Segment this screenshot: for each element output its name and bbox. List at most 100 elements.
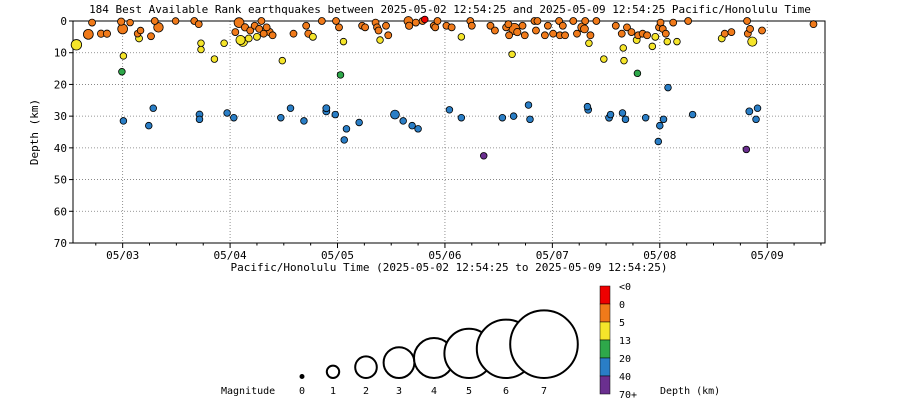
earthquake-point bbox=[197, 45, 205, 54]
earthquake-point bbox=[573, 29, 581, 38]
magnitude-legend-circle bbox=[325, 364, 341, 379]
earthquake-point bbox=[581, 17, 590, 25]
earthquake-point bbox=[136, 26, 145, 35]
earthquake-point bbox=[659, 115, 668, 124]
earthquake-point bbox=[727, 28, 736, 36]
earthquake-point bbox=[361, 23, 369, 32]
x-tick-label: 05/05 bbox=[321, 249, 354, 262]
earthquake-point bbox=[117, 17, 126, 26]
x-tick-label: 05/08 bbox=[643, 249, 676, 262]
y-tick-label: 0 bbox=[60, 15, 67, 28]
magnitude-legend-value: 3 bbox=[396, 386, 402, 397]
earthquake-point bbox=[457, 33, 466, 41]
earthquake-point bbox=[606, 110, 615, 119]
earthquake-point bbox=[70, 39, 83, 51]
earthquake-point bbox=[746, 25, 754, 33]
x-axis-label: Pacific/Honolulu Time (2025-05-02 12:54:… bbox=[230, 261, 667, 274]
depth-legend-swatch bbox=[599, 357, 611, 377]
earthquake-point bbox=[585, 39, 593, 47]
earthquake-point bbox=[171, 17, 180, 25]
earthquake-point bbox=[526, 115, 534, 124]
earthquake-point bbox=[194, 20, 203, 29]
earthquake-point bbox=[533, 17, 542, 25]
earthquake-point bbox=[600, 55, 608, 63]
earthquake-point bbox=[195, 115, 204, 124]
earthquake-point bbox=[673, 37, 681, 46]
depth-legend-swatch bbox=[599, 339, 611, 359]
earthquake-point bbox=[235, 35, 246, 46]
earthquake-point bbox=[102, 29, 112, 38]
earthquake-point bbox=[508, 50, 516, 59]
depth-legend-swatch bbox=[599, 321, 611, 341]
magnitude-legend-circle bbox=[299, 374, 305, 379]
earthquake-point bbox=[339, 37, 348, 46]
earthquake-point bbox=[433, 17, 442, 25]
earthquake-point bbox=[558, 21, 567, 30]
earthquake-point bbox=[513, 28, 522, 37]
earthquake-point bbox=[524, 101, 533, 109]
earthquake-point bbox=[743, 17, 751, 25]
plot-frame bbox=[72, 20, 826, 244]
magnitude-legend-circle bbox=[382, 346, 416, 380]
earthquake-point bbox=[669, 18, 678, 27]
earthquake-point bbox=[147, 32, 155, 41]
earthquake-point bbox=[541, 31, 549, 40]
earthquake-point bbox=[498, 114, 507, 122]
earthquake-point bbox=[654, 137, 663, 146]
earthquake-point bbox=[253, 32, 261, 41]
earthquake-point bbox=[83, 28, 94, 40]
earthquake-point bbox=[390, 109, 400, 120]
earthquake-point bbox=[197, 39, 205, 47]
earthquake-point bbox=[405, 21, 414, 30]
earthquake-point bbox=[621, 115, 630, 124]
earthquake-point bbox=[259, 29, 268, 38]
earthquake-point bbox=[220, 39, 228, 47]
earthquake-point bbox=[332, 17, 340, 25]
earthquake-point bbox=[745, 107, 754, 116]
earthquake-point bbox=[421, 15, 429, 24]
depth-legend-bin: 5 bbox=[619, 318, 625, 329]
earthquake-point bbox=[467, 21, 476, 30]
earthquake-point bbox=[457, 114, 466, 122]
earthquake-points bbox=[70, 15, 818, 160]
depth-legend-bin: 20 bbox=[619, 354, 631, 365]
earthquake-point bbox=[656, 121, 664, 130]
earthquake-point bbox=[561, 31, 569, 40]
earthquake-point bbox=[619, 44, 627, 52]
depth-legend-bin: 13 bbox=[619, 336, 631, 347]
earthquake-point bbox=[262, 23, 271, 32]
earthquake-point bbox=[544, 21, 552, 30]
earthquake-point bbox=[758, 26, 766, 35]
y-axis-label: Depth (km) bbox=[28, 99, 41, 165]
earthquake-point bbox=[617, 29, 626, 38]
x-tick-label: 05/06 bbox=[428, 249, 461, 262]
earthquake-point bbox=[720, 29, 729, 38]
depth-legend-label: Depth (km) bbox=[660, 386, 720, 397]
earthquake-point bbox=[431, 23, 440, 32]
earthquake-point bbox=[641, 114, 650, 122]
earthquake-point bbox=[300, 117, 308, 125]
earthquake-point bbox=[447, 23, 456, 32]
depth-legend-swatch bbox=[599, 375, 611, 395]
magnitude-legend-value: 7 bbox=[541, 386, 547, 397]
depth-legend-swatch bbox=[599, 285, 611, 305]
earthquake-point bbox=[340, 136, 348, 144]
earthquake-point bbox=[618, 109, 627, 117]
magnitude-legend-circle bbox=[354, 355, 378, 380]
magnitude-legend-value: 2 bbox=[363, 386, 369, 397]
earthquake-point bbox=[586, 31, 595, 40]
earthquake-point bbox=[384, 31, 393, 40]
earthquake-point bbox=[355, 118, 363, 127]
earthquake-point bbox=[88, 18, 96, 27]
y-tick-label: 10 bbox=[54, 47, 67, 60]
earthquake-point bbox=[611, 21, 620, 30]
earthquake-point bbox=[592, 17, 601, 25]
earthquake-point bbox=[809, 20, 818, 29]
earthquake-point bbox=[688, 110, 697, 119]
earthquake-point bbox=[119, 117, 128, 125]
earthquake-point bbox=[651, 32, 660, 41]
y-tick-label: 40 bbox=[54, 142, 67, 155]
earthquake-point bbox=[317, 17, 326, 25]
earthquake-point bbox=[286, 104, 295, 112]
earthquake-point bbox=[277, 114, 285, 122]
